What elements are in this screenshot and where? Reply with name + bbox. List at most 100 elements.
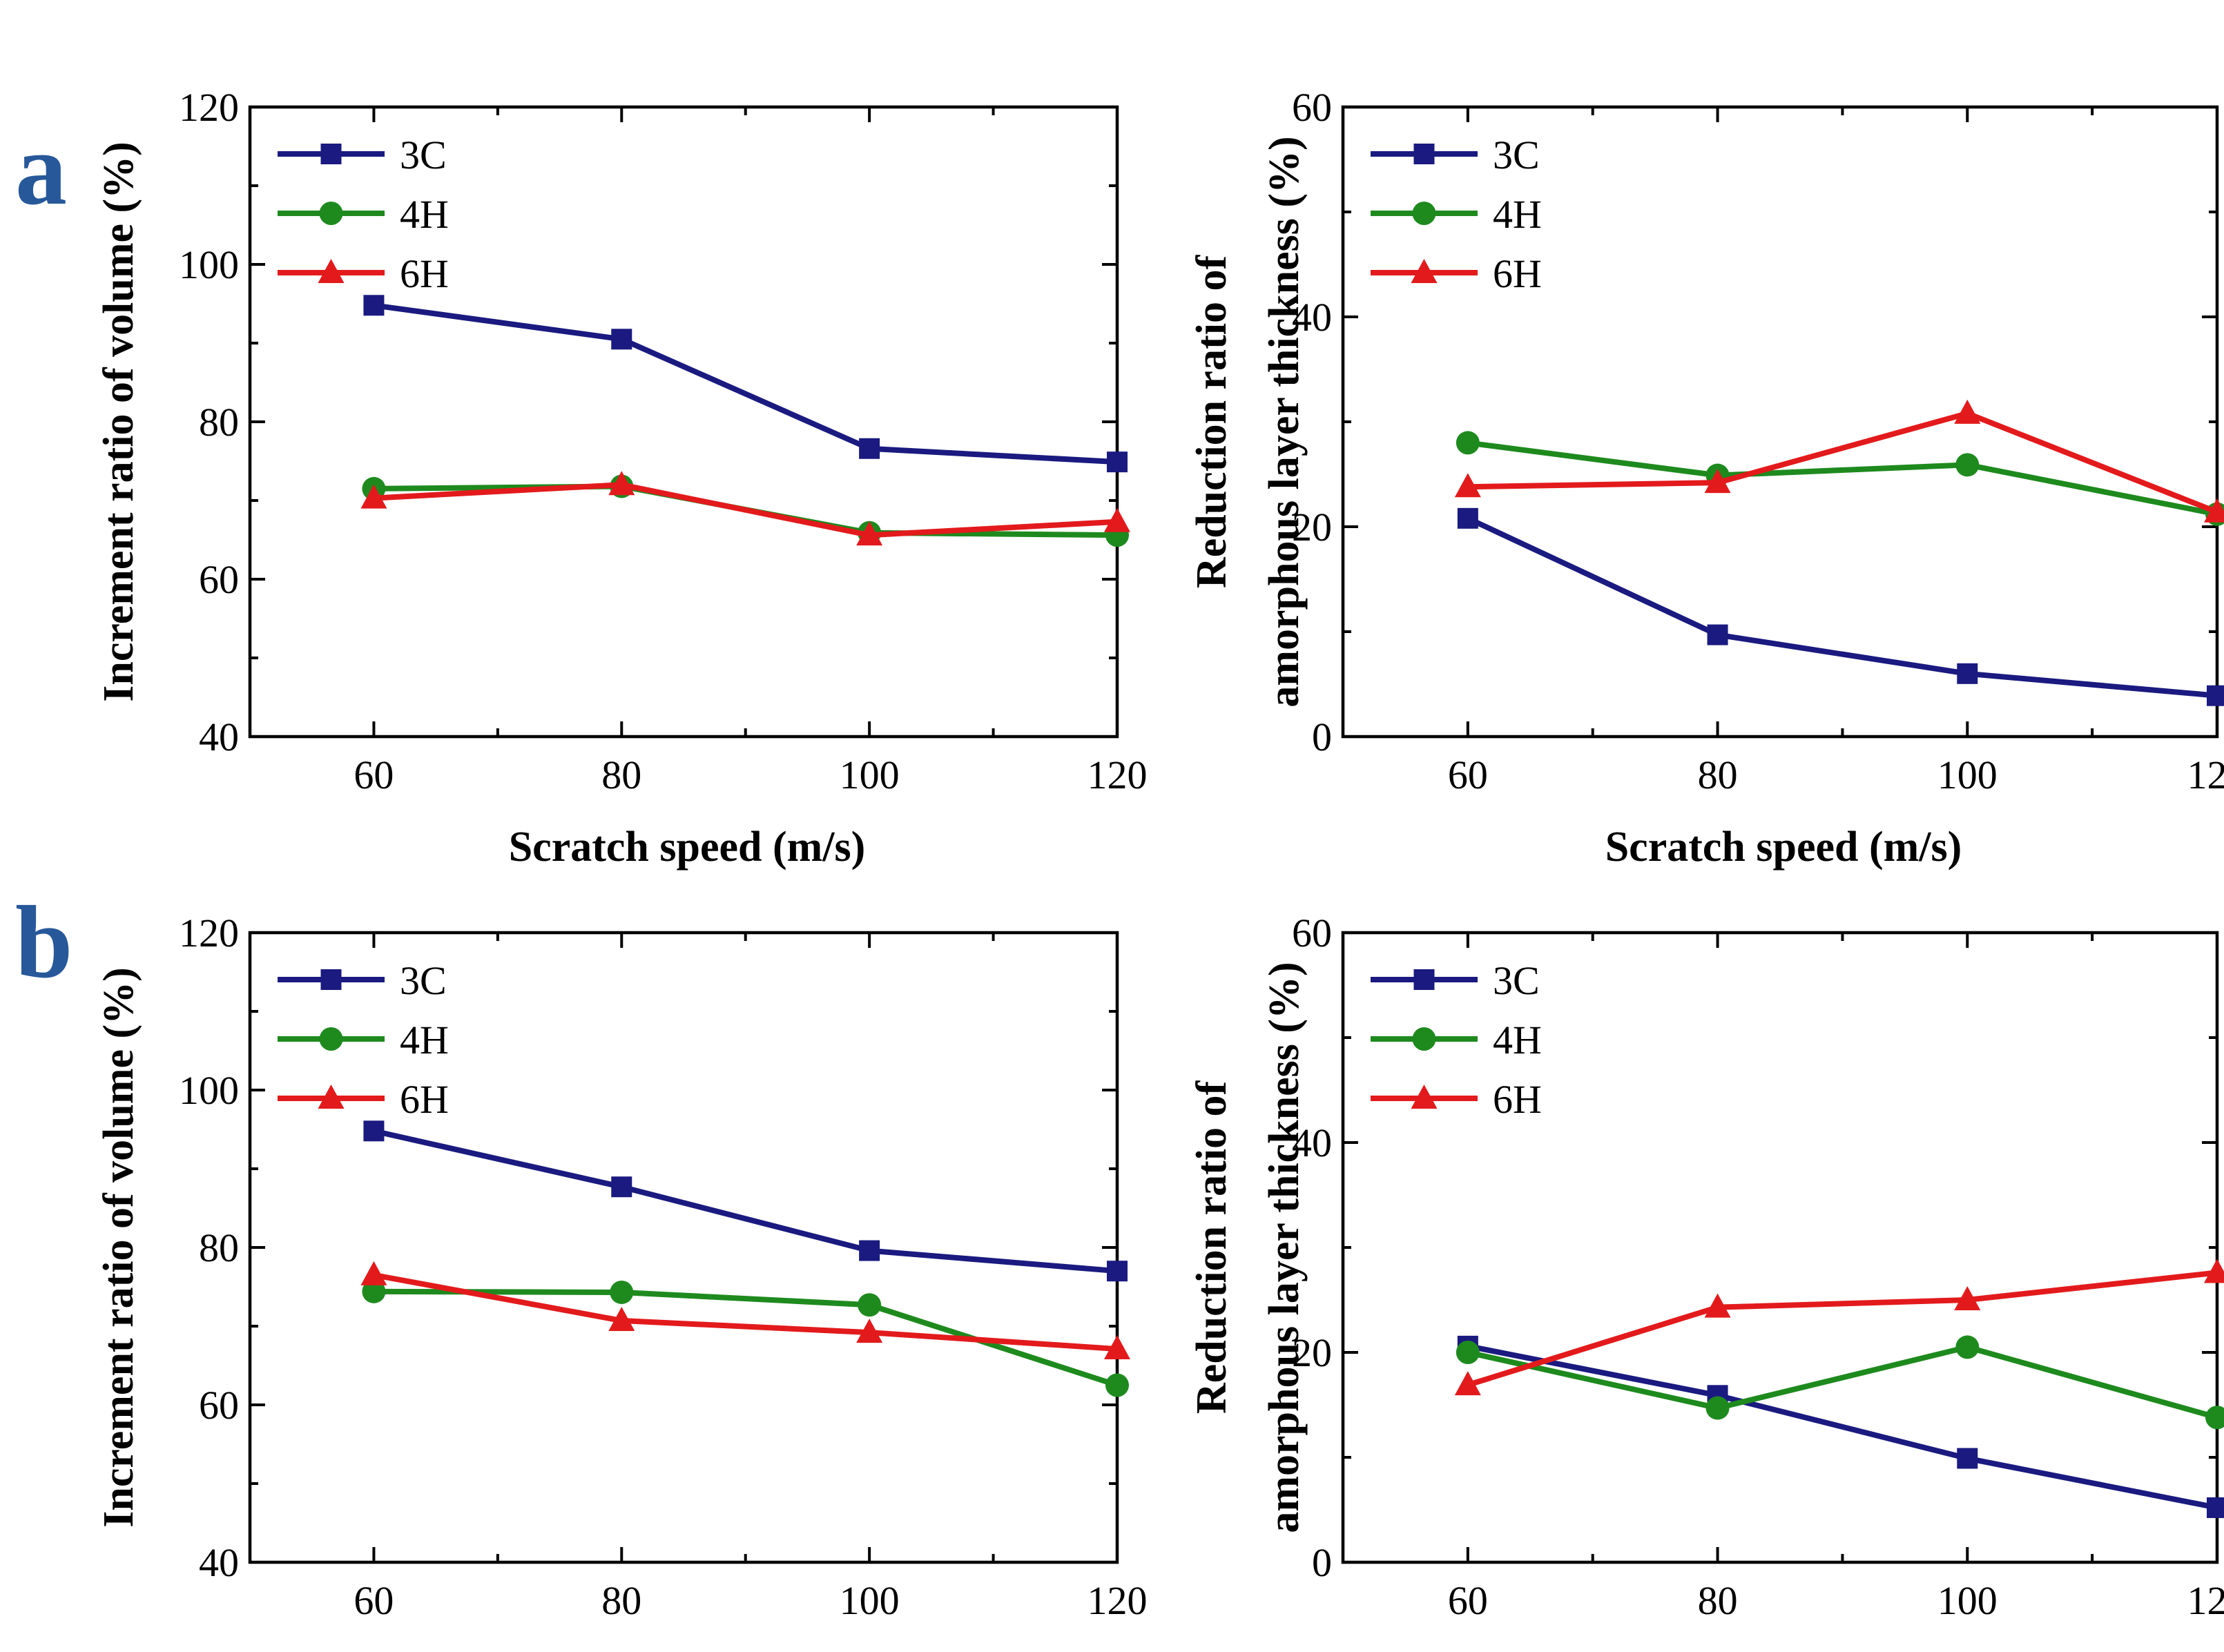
x-tick-label: 60 (354, 1578, 394, 1623)
y-tick-label: 120 (179, 85, 239, 130)
legend-marker (319, 1027, 343, 1051)
y-tick-label: 120 (179, 911, 239, 955)
data-point-4h (362, 1279, 386, 1303)
y-tick-label: 20 (1292, 505, 1332, 550)
data-point-3c (611, 1176, 632, 1198)
data-point-4h (1705, 1396, 1730, 1420)
series-3c (1457, 507, 2224, 706)
y-axis-title-line: amorphous layer thickness (%) (1261, 962, 1308, 1533)
x-tick-label: 60 (1448, 752, 1488, 797)
data-point-4h (1955, 453, 1980, 477)
series-6h (1454, 399, 2224, 523)
legend-marker (320, 969, 342, 990)
legend-marker (1413, 969, 1435, 990)
legend-label: 3C (1493, 133, 1540, 177)
series-line-6h (1467, 410, 2218, 515)
legend-label: 4H (1493, 192, 1542, 237)
x-axis-title: Scratch speed (m/s) (1605, 824, 1962, 871)
legend-entry-4h: 4H (278, 192, 449, 237)
legend-entry-3c: 3C (1371, 958, 1540, 1003)
chart-a-volume-increment: 40 60 80 100 120 60 80 100 120 Scratch speed (m/s… (95, 85, 1148, 871)
series-line-6h (373, 1272, 1118, 1352)
series-4h (362, 1279, 1129, 1397)
data-point-3c (2207, 685, 2224, 706)
legend-entry-4h: 4H (1371, 192, 1542, 237)
x-tick-label: 120 (2187, 752, 2224, 797)
data-point-4h (1456, 431, 1480, 455)
series-line-6h (1467, 1270, 2218, 1388)
panel-label-a: a (15, 112, 67, 226)
data-point-4h (1105, 1373, 1129, 1397)
legend-label: 6H (400, 251, 449, 296)
series-line-4h (374, 1288, 1119, 1388)
legend-entry-4h: 4H (278, 1018, 449, 1062)
data-point-6h (360, 484, 387, 509)
plot-frame (248, 105, 1119, 739)
y-tick-label: 0 (1312, 715, 1332, 759)
legend-entry-3c: 3C (1371, 133, 1540, 177)
x-tick-label: 80 (1698, 1578, 1738, 1623)
data-point-6h (1454, 1371, 1481, 1396)
y-tick-label: 40 (199, 1540, 239, 1585)
y-axis-title-line: Reduction ratio of (1188, 255, 1235, 589)
legend-marker (319, 202, 343, 225)
data-point-3c (2207, 1497, 2224, 1518)
x-tick-label: 100 (840, 1578, 900, 1623)
data-point-4h (2205, 1406, 2224, 1430)
legend-marker (1411, 259, 1438, 283)
y-tick-label: 80 (199, 1225, 239, 1270)
x-axis-title: Scratch speed (m/s) (509, 824, 866, 871)
data-point-6h (1704, 469, 1731, 494)
data-point-3c (859, 1240, 880, 1261)
y-tick-label: 80 (199, 400, 239, 445)
y-tick-label: 40 (1292, 1120, 1332, 1165)
data-point-4h (1955, 1335, 1980, 1359)
y-tick-label: 40 (1292, 295, 1332, 340)
y-axis-title-line: amorphous layer thickness (%) (1261, 136, 1308, 707)
legend-marker (1412, 202, 1436, 225)
data-point-6h (608, 1307, 635, 1332)
legend-label: 4H (400, 192, 449, 237)
data-point-3c (1707, 624, 1728, 645)
series-4h (1456, 1335, 2224, 1430)
legend-entry-6h: 6H (1371, 251, 1542, 296)
legend-marker (318, 259, 345, 283)
y-tick-label: 60 (199, 557, 239, 602)
legend-marker (1412, 1027, 1436, 1051)
legend-marker (318, 1085, 345, 1109)
legend-label: 4H (1493, 1018, 1542, 1062)
x-tick-label: 80 (601, 752, 641, 797)
series-3c (363, 1120, 1128, 1282)
x-tick-label: 120 (1087, 752, 1148, 797)
series-line-3c (373, 302, 1118, 465)
legend-marker (320, 144, 342, 164)
chart-b-volume-increment: 40 60 80 100 120 60 80 100 120 Scratch speed (m/s… (95, 911, 1148, 1652)
x-tick-label: 80 (601, 1578, 641, 1623)
data-point-6h (1954, 399, 1981, 424)
y-tick-label: 60 (1292, 85, 1332, 130)
legend-entry-6h: 6H (278, 251, 449, 296)
x-tick-label: 100 (840, 752, 900, 797)
x-tick-label: 80 (1698, 752, 1738, 797)
data-point-6h (856, 1319, 883, 1343)
legend-marker (1413, 144, 1435, 164)
data-point-6h (1454, 473, 1481, 498)
data-point-3c (1107, 1261, 1128, 1282)
plot-frame (248, 931, 1119, 1564)
y-tick-label: 60 (199, 1383, 239, 1428)
legend-entry-3c: 3C (278, 133, 447, 177)
x-tick-label: 120 (2187, 1578, 2224, 1623)
series-line-6h (374, 482, 1118, 538)
legend-entry-6h: 6H (1371, 1077, 1542, 1122)
legend-entry-3c: 3C (278, 958, 447, 1003)
data-point-6h (360, 1261, 387, 1285)
data-point-6h (1104, 1335, 1130, 1360)
y-tick-label: 0 (1312, 1540, 1332, 1585)
y-tick-label: 100 (179, 1068, 239, 1113)
legend-label: 6H (1493, 1077, 1542, 1122)
y-tick-label: 40 (199, 715, 239, 759)
data-point-6h (1104, 507, 1130, 532)
series-6h (360, 1261, 1130, 1360)
series-line-3c (1467, 1343, 2218, 1510)
